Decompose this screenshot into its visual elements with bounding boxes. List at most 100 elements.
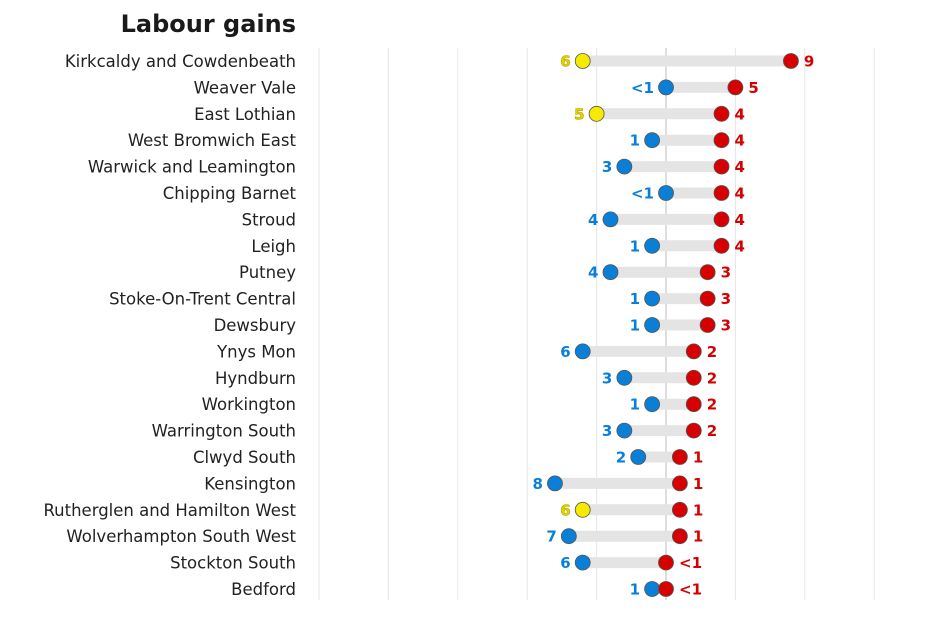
labour-dot — [713, 237, 730, 254]
labour-value-label: <1 — [679, 581, 702, 599]
labour-value-label: 4 — [735, 132, 745, 150]
left-dot — [560, 528, 577, 545]
row-label: West Bromwich East — [128, 131, 297, 150]
labour-value-label: 2 — [707, 343, 717, 361]
chart-row: Leigh 1 4 — [251, 237, 745, 256]
left-value-label: 6 — [560, 554, 570, 572]
left-value-label: 6 — [560, 343, 570, 361]
chart-row: Stockton South 6 <1 — [170, 554, 702, 573]
labour-dot — [699, 290, 716, 307]
left-value-label: <1 — [631, 79, 654, 97]
row-label: East Lothian — [194, 105, 296, 124]
labour-dot — [783, 53, 799, 69]
left-value-label: <1 — [631, 185, 654, 203]
labour-value-label: 9 — [804, 53, 814, 71]
left-value-label: 4 — [588, 264, 598, 282]
labour-value-label: 4 — [735, 158, 745, 176]
left-dot — [644, 290, 661, 307]
left-value-label: 2 — [616, 449, 626, 467]
left-value-label: 8 — [533, 475, 543, 493]
row-label: Workington — [202, 395, 296, 414]
row-label: Warrington South — [152, 422, 296, 441]
labour-value-label: 4 — [735, 105, 745, 123]
chart-row: West Bromwich East 1 4 — [128, 131, 745, 150]
left-value-label: 1 — [630, 317, 640, 335]
row-label: Kensington — [204, 474, 296, 493]
chart-row: Dewsbury 1 3 — [214, 316, 732, 335]
labour-value-label: 3 — [721, 290, 731, 308]
labour-value-label: 4 — [735, 211, 745, 229]
labour-value-label: 4 — [735, 185, 745, 203]
chart-row: Workington 1 2 — [202, 395, 718, 414]
row-label: Bedford — [231, 580, 296, 599]
left-dot — [574, 501, 591, 518]
labour-dot — [713, 132, 730, 149]
left-value-label: 1 — [630, 581, 640, 599]
labour-value-label: 2 — [707, 422, 717, 440]
row-label: Weaver Vale — [194, 78, 296, 97]
labour-dot — [671, 528, 688, 545]
grid — [318, 48, 875, 600]
labour-dot — [671, 449, 688, 465]
left-value-label: 1 — [630, 290, 640, 308]
labour-dot — [713, 211, 730, 228]
left-dot — [644, 396, 661, 413]
row-label: Clwyd South — [193, 448, 296, 467]
row-label: Wolverhampton South West — [66, 527, 296, 546]
labour-dot — [685, 369, 702, 386]
chart-row: Putney 4 3 — [239, 263, 731, 282]
left-value-label: 5 — [574, 105, 584, 123]
chart-row: Warrington South 3 2 — [152, 422, 718, 441]
left-dot — [574, 53, 591, 69]
chart-row: Kensington 8 1 — [204, 474, 703, 493]
labour-dot — [713, 185, 730, 201]
labour-dot — [699, 317, 716, 333]
chart-row: East Lothian 5 4 — [194, 105, 745, 124]
labour-value-label: 1 — [693, 449, 703, 467]
labour-dot — [671, 501, 688, 518]
labour-value-label: 5 — [748, 79, 758, 97]
left-value-label: 6 — [560, 53, 570, 71]
row-label: Ynys Mon — [216, 342, 296, 361]
labour-dot — [685, 422, 702, 439]
left-dot — [616, 369, 633, 386]
left-dot — [644, 132, 661, 149]
row-label: Rutherglen and Hamilton West — [43, 501, 296, 520]
row-label: Kirkcaldy and Cowdenbeath — [65, 52, 296, 71]
labour-value-label: <1 — [679, 554, 702, 572]
labour-dot — [671, 475, 688, 492]
left-dot — [644, 237, 661, 254]
left-dot — [616, 158, 633, 175]
row-label: Stoke-On-Trent Central — [109, 290, 296, 309]
left-dot — [602, 264, 619, 281]
labour-value-label: 4 — [735, 237, 745, 255]
labour-dot — [713, 105, 730, 122]
left-dot — [602, 211, 619, 228]
left-dot — [616, 422, 633, 439]
left-dot — [630, 449, 647, 465]
chart-row: Bedford 1 <1 — [231, 580, 702, 599]
left-dot — [658, 185, 674, 201]
labour-value-label: 1 — [693, 501, 703, 519]
chart-row: Kirkcaldy and Cowdenbeath 6 9 — [65, 52, 814, 71]
chart-row: Wolverhampton South West 7 1 — [66, 527, 703, 546]
left-value-label: 3 — [602, 369, 612, 387]
chart-row: Warwick and Leamington 3 4 — [88, 158, 745, 177]
labour-value-label: 2 — [707, 369, 717, 387]
chart-title: Labour gains — [121, 10, 296, 38]
chart-row: Rutherglen and Hamilton West 6 1 — [43, 501, 703, 520]
row-label: Stroud — [242, 210, 296, 229]
row-label: Leigh — [251, 237, 296, 256]
labour-dot — [685, 343, 702, 360]
left-value-label: 3 — [602, 158, 612, 176]
chart-row: Stroud 4 4 — [242, 210, 745, 229]
labour-value-label: 2 — [707, 396, 717, 414]
labour-dot — [727, 79, 744, 96]
left-value-label: 4 — [588, 211, 598, 229]
rows: Kirkcaldy and Cowdenbeath 6 9 Weaver Vale <1… — [43, 52, 814, 599]
chart-row: Chipping Barnet <1 4 — [163, 184, 745, 203]
labour-value-label: 3 — [721, 317, 731, 335]
labour-value-label: 3 — [721, 264, 731, 282]
chart-row: Clwyd South 2 1 — [193, 448, 703, 467]
